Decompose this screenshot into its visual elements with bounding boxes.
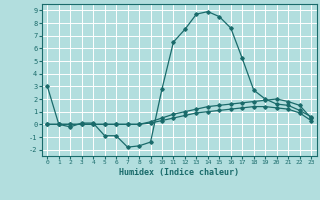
- X-axis label: Humidex (Indice chaleur): Humidex (Indice chaleur): [119, 168, 239, 177]
